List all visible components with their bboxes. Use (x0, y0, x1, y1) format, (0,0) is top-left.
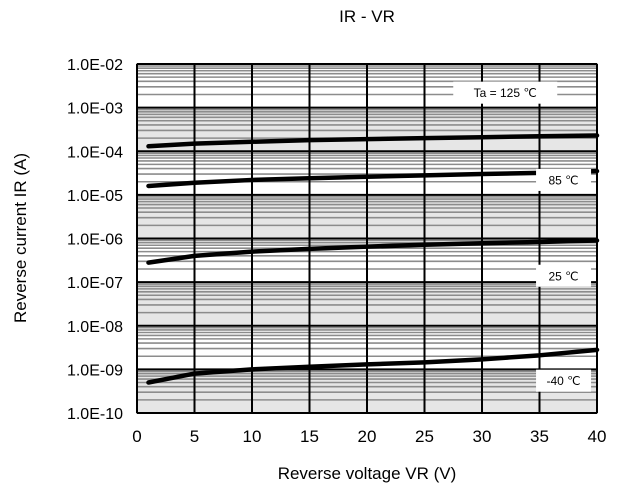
x-tick-label: 30 (473, 427, 492, 446)
series-line-2 (146, 238, 600, 265)
y-tick-label: 1.0E-04 (67, 144, 123, 161)
x-tick-label: 15 (300, 427, 319, 446)
y-tick-label: 1.0E-06 (67, 232, 123, 249)
x-tick-label: 25 (415, 427, 434, 446)
x-axis-label: Reverse voltage VR (V) (278, 464, 457, 483)
series-label: -40 ℃ (546, 374, 580, 388)
y-tick-label: 1.0E-10 (67, 406, 123, 423)
series-line-1 (146, 168, 600, 189)
y-tick-label: 1.0E-05 (67, 188, 123, 205)
x-tick-label: 0 (132, 427, 141, 446)
series-layer (146, 133, 600, 385)
y-tick-label: 1.0E-02 (67, 57, 123, 74)
x-tick-label: 40 (588, 427, 607, 446)
y-tick-label: 1.0E-03 (67, 101, 123, 118)
series-label: 25 ℃ (548, 269, 578, 283)
series-label-box (536, 369, 592, 392)
y-tick-label: 1.0E-07 (67, 275, 123, 292)
x-tick-label: 5 (190, 427, 199, 446)
series-label-box (536, 264, 592, 287)
series-label-box (453, 81, 558, 104)
tick-layer: 0 5 10 15 20 25 30 35 40 1.0E-10 1.0E-09 1.0E-08 1.0… (67, 57, 607, 446)
grid-layer (136, 63, 598, 414)
series-label: Ta = 125 ℃ (474, 86, 537, 100)
chart-title: IR - VR (339, 7, 395, 26)
y-tick-label: 1.0E-08 (67, 319, 123, 336)
y-tick-label: 1.0E-09 (67, 362, 123, 379)
series-line-0 (146, 133, 600, 149)
y-axis-label: Reverse current IR (A) (11, 153, 30, 323)
series-line-3 (146, 347, 600, 385)
x-tick-label: 20 (358, 427, 377, 446)
plot-frame (136, 63, 598, 414)
x-tick-label: 35 (530, 427, 549, 446)
series-label: 85 ℃ (548, 173, 578, 187)
series-label-layer: Ta = 125 ℃ 85 ℃ 25 ℃ -40 ℃ (453, 81, 592, 392)
x-tick-label: 10 (243, 427, 262, 446)
series-label-box (536, 168, 592, 191)
